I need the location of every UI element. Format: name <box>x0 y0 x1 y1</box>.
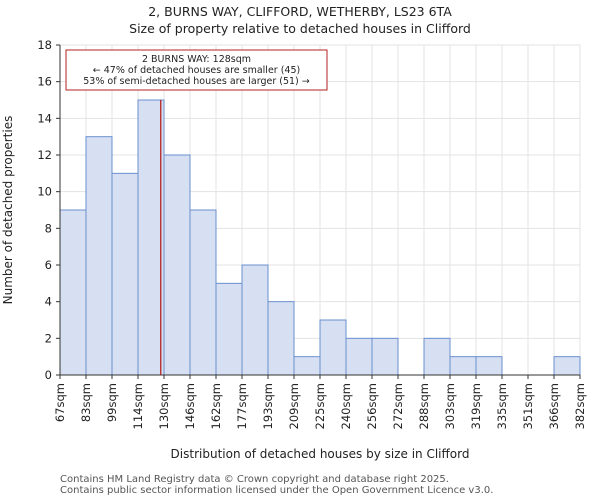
x-tick-label: 99sqm <box>105 383 119 422</box>
bar <box>111 172 139 376</box>
bar <box>241 264 269 376</box>
x-tick-label: 272sqm <box>391 383 405 429</box>
y-tick-label: 2 <box>45 331 52 345</box>
bar <box>189 209 217 376</box>
y-tick-label: 4 <box>45 295 52 309</box>
x-tick-label: 177sqm <box>235 383 249 429</box>
x-tick-label: 240sqm <box>339 383 353 429</box>
x-tick-label: 351sqm <box>521 383 535 429</box>
x-tick-label: 209sqm <box>287 383 301 429</box>
bar <box>85 136 113 376</box>
y-tick-label: 14 <box>37 111 52 125</box>
bar <box>475 356 503 376</box>
y-tick-label: 16 <box>37 75 52 89</box>
bars <box>59 99 581 376</box>
x-tick-label: 225sqm <box>313 383 327 429</box>
x-tick-label: 67sqm <box>53 383 67 422</box>
chart-subtitle: Size of property relative to detached ho… <box>129 21 471 36</box>
bar <box>345 337 373 376</box>
bar <box>293 356 321 376</box>
y-tick-label: 12 <box>37 148 52 162</box>
annotation-text: 53% of semi-detached houses are larger (… <box>83 76 310 87</box>
bar <box>423 337 451 376</box>
annotation-text: ← 47% of detached houses are smaller (45… <box>93 65 300 76</box>
x-tick-labels: 67sqm 83sqm 99sqm 114sqm 130sqm 146sqm 162sqm 1… <box>53 375 587 429</box>
x-tick-label: 288sqm <box>417 383 431 429</box>
footer-line-1: Contains HM Land Registry data © Crown c… <box>60 474 449 485</box>
y-tick-labels: 0 2 4 6 8 10 12 14 16 18 <box>37 38 60 382</box>
x-tick-label: 382sqm <box>573 383 587 429</box>
x-tick-label: 256sqm <box>365 383 379 429</box>
chart-title: 2, BURNS WAY, CLIFFORD, WETHERBY, LS23 6… <box>148 4 452 19</box>
bar <box>163 154 191 376</box>
y-tick-label: 6 <box>45 258 52 272</box>
x-axis-label: Distribution of detached houses by size … <box>171 447 470 461</box>
annotation-box <box>65 49 328 91</box>
x-tick-label: 130sqm <box>157 383 171 429</box>
y-tick-label: 0 <box>45 368 52 382</box>
x-tick-label: 162sqm <box>209 383 223 429</box>
x-tick-label: 193sqm <box>261 383 275 429</box>
annotation-text: 2 BURNS WAY: 128sqm <box>142 54 251 65</box>
bar <box>59 209 87 376</box>
y-tick-label: 10 <box>37 185 52 199</box>
bar <box>449 356 477 376</box>
footer: Contains HM Land Registry data © Crown c… <box>60 474 493 496</box>
x-tick-label: 83sqm <box>79 383 93 422</box>
property-marker: 2 BURNS WAY: 128sqm← 47% of detached hou… <box>65 49 328 375</box>
bar <box>215 282 243 376</box>
bar <box>371 337 399 376</box>
footer-line-2: Contains public sector information licen… <box>60 485 494 496</box>
bar <box>267 301 295 376</box>
y-tick-label: 18 <box>37 38 52 52</box>
bar <box>553 356 581 376</box>
x-tick-label: 303sqm <box>443 383 457 429</box>
y-tick-label: 8 <box>45 221 52 235</box>
x-tick-label: 114sqm <box>131 383 145 429</box>
x-tick-label: 366sqm <box>547 383 561 429</box>
bar <box>319 319 347 376</box>
x-tick-label: 335sqm <box>495 383 509 429</box>
x-tick-label: 319sqm <box>469 383 483 429</box>
y-axis-label: Number of detached properties <box>1 116 15 305</box>
x-tick-label: 146sqm <box>183 383 197 429</box>
